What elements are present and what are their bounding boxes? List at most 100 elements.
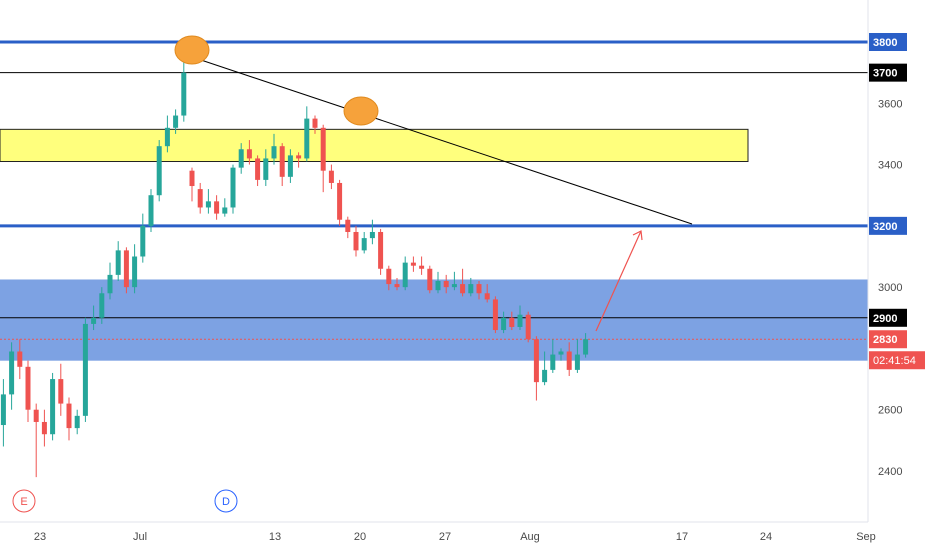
candle-17 xyxy=(328,164,334,190)
early-candle-14 xyxy=(115,241,121,282)
candle-30 xyxy=(435,271,441,294)
price-tags: 3800 3700 3200 2900 2830 02:41:54 xyxy=(869,33,925,370)
candle-10 xyxy=(271,133,277,165)
candle-43 xyxy=(542,351,548,386)
y-tick-label: 2400 xyxy=(878,466,902,478)
projection-arrow[interactable] xyxy=(595,230,643,332)
candle-47 xyxy=(574,339,580,373)
early-candle-12 xyxy=(99,287,105,324)
x-tick-label: 17 xyxy=(676,531,688,543)
trend-line[interactable] xyxy=(191,56,693,225)
early-candle-9 xyxy=(74,409,80,435)
candle-42 xyxy=(533,336,539,401)
early-candle-1 xyxy=(9,342,15,410)
candle-24 xyxy=(386,265,392,291)
candle-26 xyxy=(402,256,408,291)
y-tick-label: 3000 xyxy=(878,282,902,294)
early-candle-6 xyxy=(50,372,56,441)
x-tick-label: Jul xyxy=(133,531,147,543)
candle-41 xyxy=(525,311,531,343)
peak-highlight-2[interactable] xyxy=(343,96,379,126)
candle-31 xyxy=(443,274,449,294)
candle-46 xyxy=(566,342,572,377)
candle-44 xyxy=(550,339,556,373)
x-tick-label: 23 xyxy=(34,531,46,543)
drawings-layer xyxy=(174,35,693,332)
price-axis[interactable]: 2400 2600 3000 3400 3600 xyxy=(867,0,902,522)
candle-1 xyxy=(197,182,203,214)
time-axis[interactable]: 23 Jul 13 20 27 Aug 17 24 Sep xyxy=(0,521,876,543)
candle-37 xyxy=(492,296,498,334)
countdown-tag: 02:41:54 xyxy=(869,351,925,370)
candle-45 xyxy=(558,348,564,361)
price-tag-2900: 2900 xyxy=(869,308,907,327)
candle-7 xyxy=(246,140,252,165)
candle-32 xyxy=(451,271,457,291)
svg-text:2900: 2900 xyxy=(873,313,897,325)
candle-5 xyxy=(230,164,236,214)
candle-8 xyxy=(255,155,261,187)
svg-text:02:41:54: 02:41:54 xyxy=(873,355,916,367)
candle-3 xyxy=(214,195,220,220)
candle-25 xyxy=(394,277,400,291)
svg-text:D: D xyxy=(222,496,230,508)
candle-2 xyxy=(205,189,211,214)
early-candle-19 xyxy=(156,140,162,202)
candle-18 xyxy=(337,179,343,226)
early-candle-18 xyxy=(148,189,154,232)
candle-6 xyxy=(238,143,244,174)
early-candle-22 xyxy=(181,60,187,122)
zone-1[interactable] xyxy=(0,279,868,361)
candle-21 xyxy=(361,231,367,254)
svg-text:3800: 3800 xyxy=(873,37,897,49)
early-candle-7 xyxy=(58,363,64,416)
event-marker-E[interactable]: E xyxy=(12,489,36,513)
candle-34 xyxy=(468,277,474,297)
early-candle-4 xyxy=(33,403,39,478)
candle-13 xyxy=(296,152,302,168)
candle-14 xyxy=(304,106,310,162)
candle-36 xyxy=(484,284,490,303)
candle-4 xyxy=(222,198,228,217)
candle-28 xyxy=(419,256,425,275)
early-candle-17 xyxy=(140,213,146,263)
x-tick-label: Sep xyxy=(856,531,876,543)
candle-20 xyxy=(353,225,359,257)
price-tag-3200: 3200 xyxy=(869,216,907,235)
candle-0 xyxy=(189,167,195,202)
zone-0[interactable] xyxy=(0,128,749,163)
candle-29 xyxy=(427,265,433,294)
x-tick-label: 13 xyxy=(269,531,281,543)
svg-text:3200: 3200 xyxy=(873,221,897,233)
candle-9 xyxy=(263,149,269,187)
price-tag-current: 2830 xyxy=(869,330,907,349)
x-tick-label: Aug xyxy=(520,531,540,543)
early-candle-13 xyxy=(107,262,113,300)
svg-text:3700: 3700 xyxy=(873,68,897,80)
svg-text:2830: 2830 xyxy=(873,334,897,346)
early-candle-5 xyxy=(41,409,47,447)
candle-19 xyxy=(345,216,351,239)
early-candle-15 xyxy=(123,247,129,294)
candle-35 xyxy=(476,281,482,300)
candles-layer xyxy=(0,60,589,478)
x-tick-label: 20 xyxy=(354,531,366,543)
early-candle-3 xyxy=(25,360,31,422)
y-tick-label: 3600 xyxy=(878,98,902,110)
zones-layer xyxy=(0,128,868,361)
candle-11 xyxy=(279,143,285,187)
early-candle-11 xyxy=(91,305,97,331)
price-tag-3700: 3700 xyxy=(869,63,907,82)
svg-text:E: E xyxy=(20,496,27,508)
candle-22 xyxy=(369,219,375,245)
candle-38 xyxy=(501,311,507,334)
candle-27 xyxy=(410,256,416,272)
y-tick-label: 2600 xyxy=(878,405,902,417)
candle-39 xyxy=(509,311,515,331)
peak-highlight-1[interactable] xyxy=(174,35,210,65)
event-marker-D[interactable]: D xyxy=(214,489,238,513)
early-candle-10 xyxy=(82,317,88,422)
